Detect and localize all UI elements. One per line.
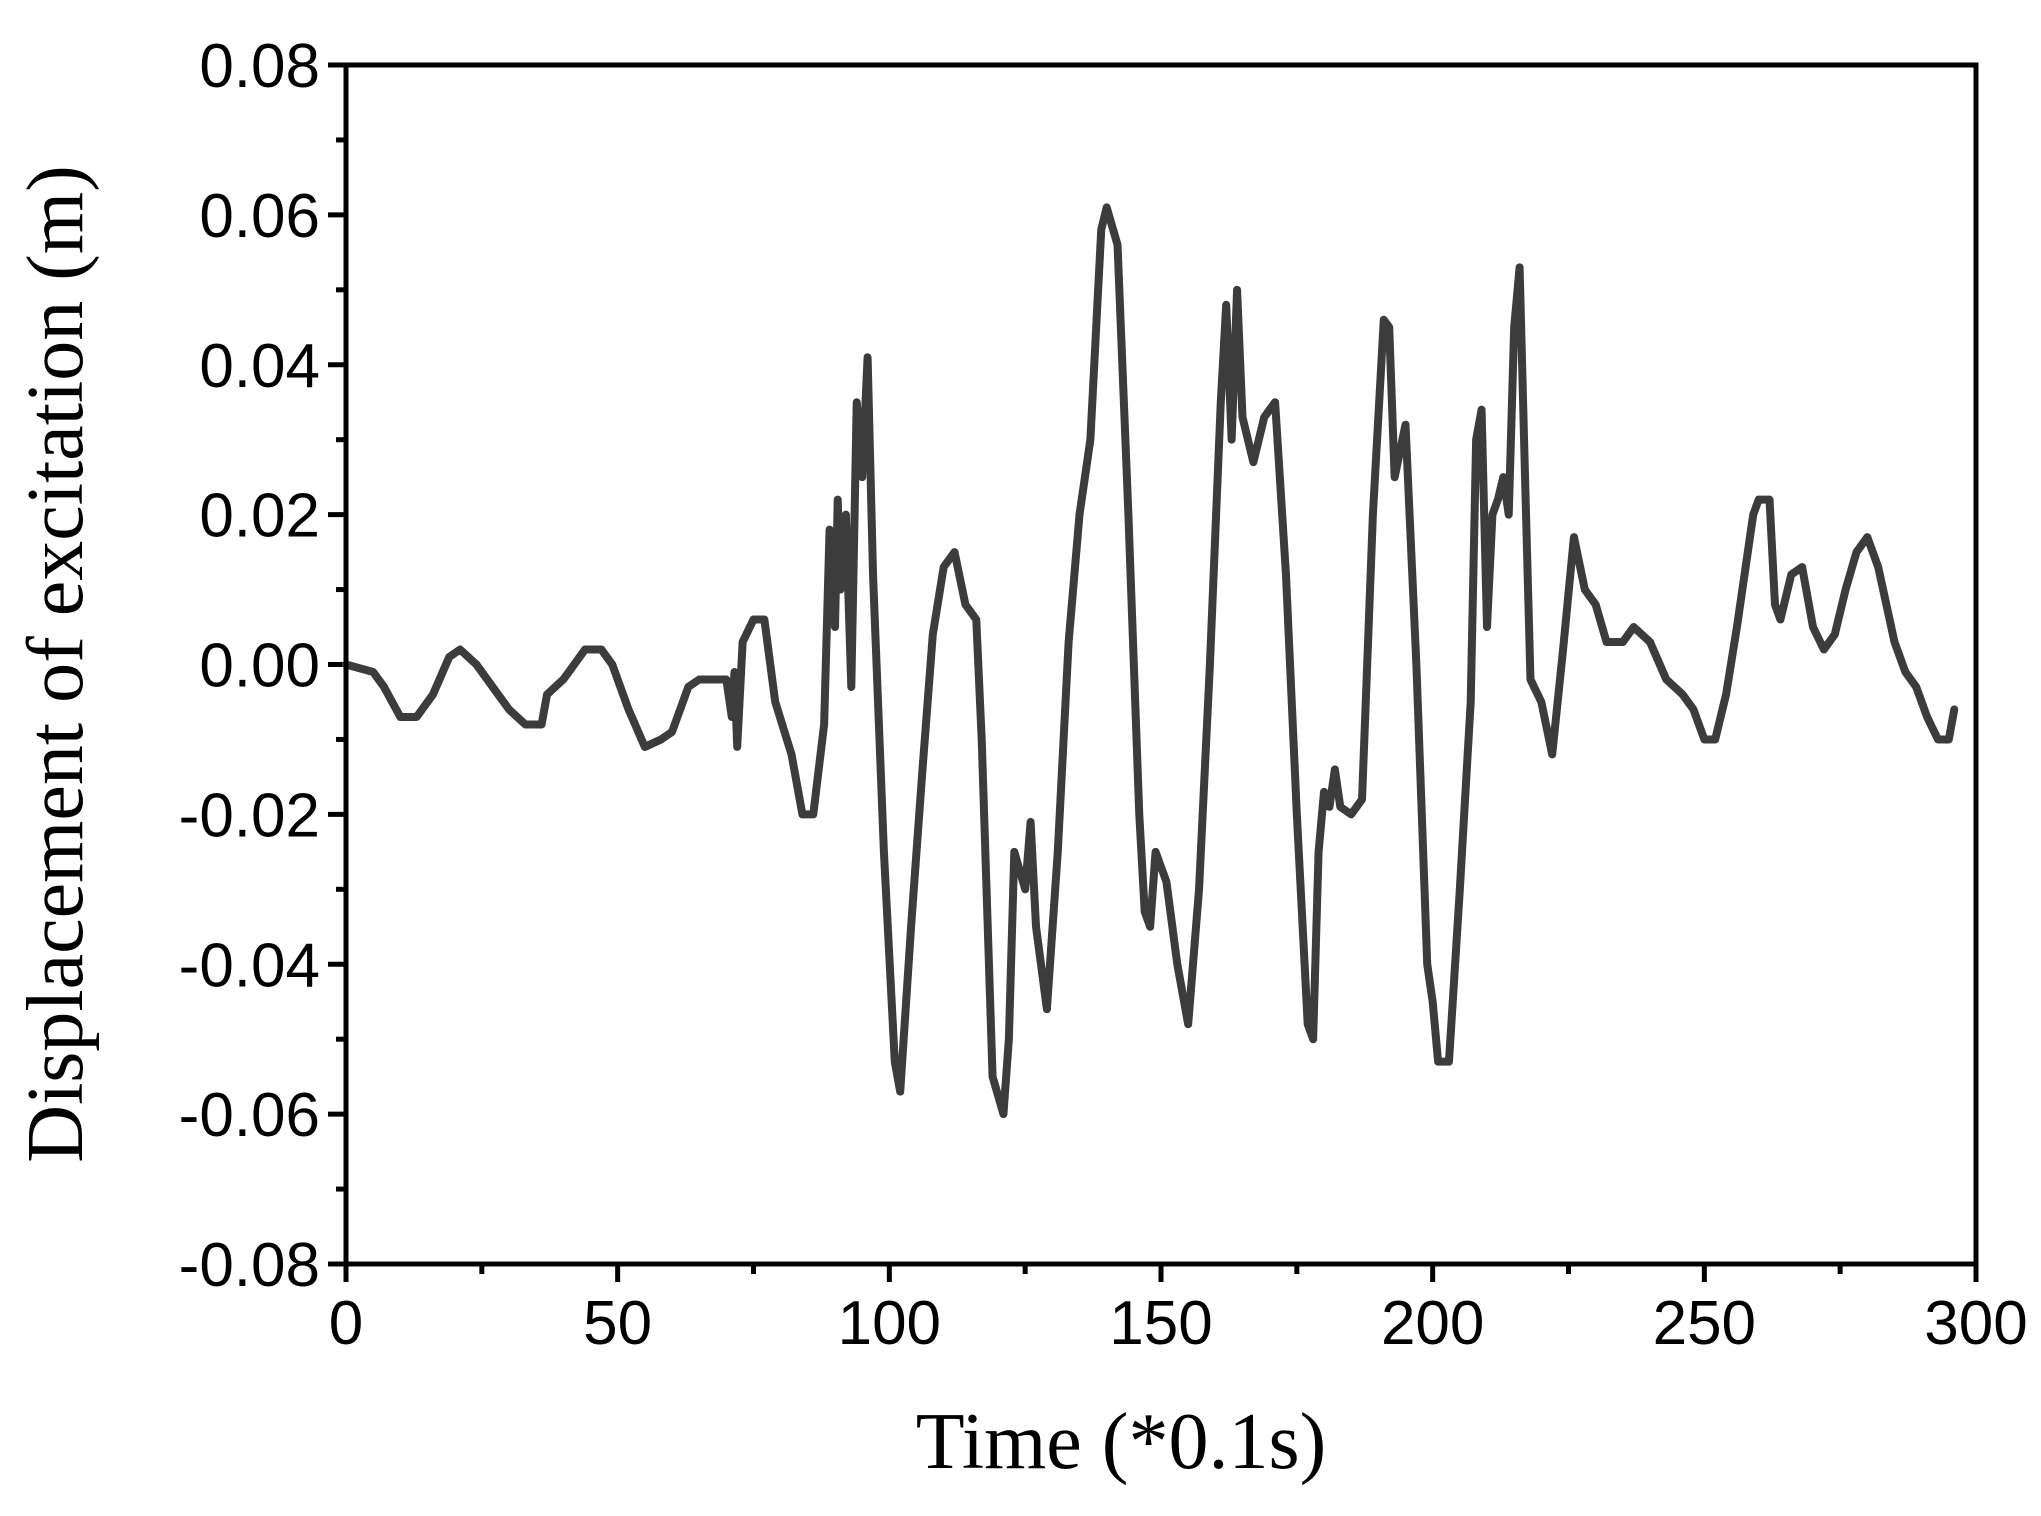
x-tick-label: 150: [1109, 1289, 1212, 1358]
y-tick-label: -0.02: [179, 781, 320, 850]
plot-frame: [343, 62, 1979, 1267]
y-tick-label: 0.00: [199, 632, 320, 701]
y-tick-label: 0.04: [199, 332, 320, 401]
y-tick-label: -0.06: [179, 1081, 320, 1150]
x-axis-title: Time (*0.1s): [916, 1398, 1326, 1486]
x-tick-label: 200: [1381, 1289, 1484, 1358]
y-tick-label: -0.08: [179, 1231, 320, 1300]
data-line: [342, 203, 1959, 1119]
y-tick-label: 0.06: [199, 182, 320, 251]
x-tick-label: 100: [838, 1289, 941, 1358]
x-tick-label: 250: [1653, 1289, 1756, 1358]
x-tick-label: 50: [583, 1289, 652, 1358]
x-tick-label: 300: [1924, 1289, 2027, 1358]
y-tick-label: -0.04: [179, 931, 320, 1000]
y-tick-label: 0.02: [199, 482, 320, 551]
y-tick-label: 0.08: [199, 32, 320, 101]
x-tick-label: 0: [329, 1289, 363, 1358]
y-axis-title: Displacement of excitation (m): [12, 165, 100, 1162]
